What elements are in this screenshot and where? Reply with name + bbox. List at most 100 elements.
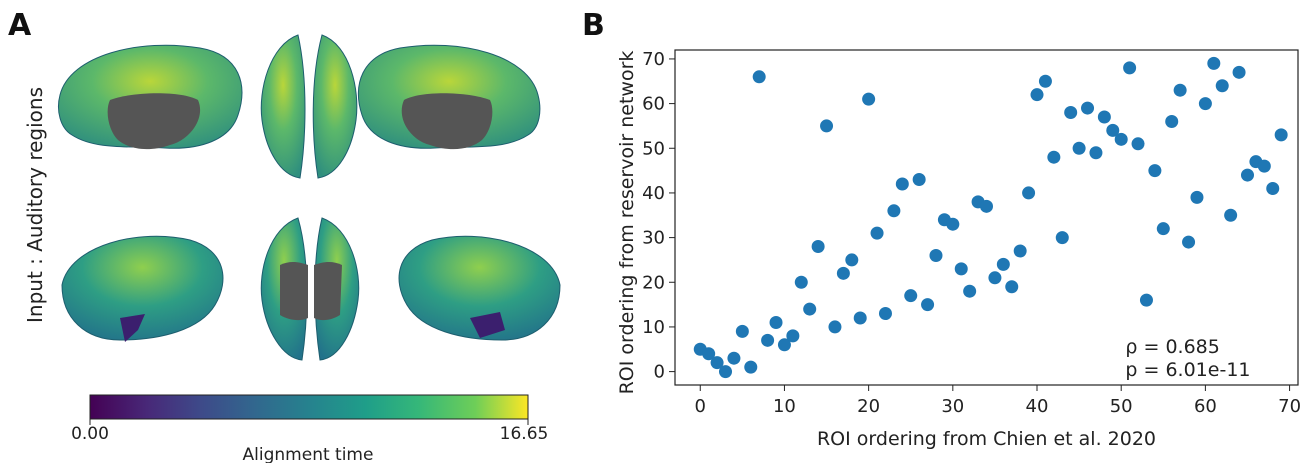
scatter-point [702, 347, 716, 361]
scatter-point [921, 298, 935, 312]
colorbar-max-label: 16.65 [500, 424, 549, 444]
scatter-point [1114, 132, 1128, 146]
scatter-point [1215, 79, 1229, 93]
y-tick-label: 30 [642, 228, 665, 249]
scatter-point [853, 311, 867, 325]
scatter-point [929, 248, 943, 262]
scatter-point [1156, 222, 1170, 236]
scatter-point [1005, 280, 1019, 294]
x-tick-label: 70 [1278, 396, 1301, 417]
scatter-point [878, 307, 892, 321]
colorbar: 0.00 16.65 Alignment time [71, 394, 549, 465]
y-tick-label: 50 [642, 138, 665, 159]
x-tick-label: 10 [773, 396, 796, 417]
annotation-p-value: p = 6.01e-11 [1125, 359, 1250, 381]
scatter-point [1030, 88, 1044, 102]
scatter-point [811, 240, 825, 254]
x-tick-label: 40 [1026, 396, 1049, 417]
scatter-point [1064, 106, 1078, 120]
scatter-point [1274, 128, 1288, 142]
plot-frame [674, 49, 1299, 386]
scatter-points [693, 56, 1288, 379]
scatter-point [820, 119, 834, 133]
scatter-point [862, 92, 876, 106]
y-tick-label: 40 [642, 183, 665, 204]
scatter-point [1173, 83, 1187, 97]
y-tick-label: 0 [654, 362, 665, 383]
scatter-point [1089, 146, 1103, 160]
scatter-point [777, 338, 791, 352]
scatter-point [1190, 190, 1204, 204]
brain-left-lateral-top [58, 44, 243, 150]
scatter-point [895, 177, 909, 191]
panel-a-letter: A [8, 8, 32, 43]
brain-dorsal-top [260, 34, 358, 179]
scatter-point [769, 315, 783, 329]
scatter-point [1139, 293, 1153, 307]
scatter-point [1047, 150, 1061, 164]
scatter-point [710, 356, 724, 370]
scatter-point [887, 204, 901, 218]
scatter-point [1165, 114, 1179, 128]
scatter-point [1081, 101, 1095, 115]
scatter-point [1106, 123, 1120, 137]
scatter-point [752, 70, 766, 84]
scatter-point [963, 284, 977, 298]
scatter-point [1207, 56, 1221, 70]
colorbar-gradient [89, 394, 529, 420]
x-axis-label: ROI ordering from Chien et al. 2020 [817, 428, 1156, 450]
scatter-point [1055, 231, 1069, 245]
scatter-point [719, 365, 733, 379]
scatter-point [828, 320, 842, 334]
scatter-point [1232, 65, 1246, 79]
scatter-point [735, 324, 749, 338]
scatter-point [1198, 97, 1212, 111]
scatter-point [744, 360, 758, 374]
scatter-point [870, 226, 884, 240]
brain-left-medial-bottom [61, 235, 224, 342]
x-tick-label: 0 [695, 396, 706, 417]
scatter-point [786, 329, 800, 343]
scatter-point [1072, 141, 1086, 155]
scatter-point [1123, 61, 1137, 75]
scatter-point [996, 257, 1010, 271]
scatter-point [1257, 159, 1271, 173]
colorbar-label: Alignment time [243, 445, 374, 463]
y-tick-label: 70 [642, 49, 665, 70]
annotation-rho: ρ = 0.685 [1125, 336, 1219, 358]
scatter-point [845, 253, 859, 267]
x-tick-label: 20 [857, 396, 880, 417]
scatter-point [1182, 235, 1196, 249]
x-tick-label: 50 [1110, 396, 1133, 417]
scatter-point [1266, 181, 1280, 195]
y-tick-label: 10 [642, 317, 665, 338]
x-axis: 0 10 20 30 40 50 60 70 [695, 385, 1301, 417]
brain-right-medial-bottom [398, 235, 561, 341]
y-axis: 0 10 20 30 40 50 60 70 [642, 49, 675, 383]
y-tick-label: 20 [642, 272, 665, 293]
scatter-point [1131, 137, 1145, 151]
scatter-point [988, 271, 1002, 285]
scatter-point [946, 217, 960, 231]
scatter-point [954, 262, 968, 276]
scatter-point [1240, 168, 1254, 182]
brain-right-lateral-top [357, 44, 541, 150]
scatter-point [794, 275, 808, 289]
scatter-point [1038, 74, 1052, 88]
scatter-point [1013, 244, 1027, 258]
scatter-point [803, 302, 817, 316]
scatter-point [836, 266, 850, 280]
x-tick-label: 30 [941, 396, 964, 417]
scatter-point [912, 173, 926, 187]
scatter-point [1224, 208, 1238, 222]
scatter-point [727, 351, 741, 365]
scatter-point [1097, 110, 1111, 124]
colorbar-min-label: 0.00 [71, 424, 109, 444]
row-label: Input : Auditory regions [23, 87, 47, 323]
x-tick-label: 60 [1194, 396, 1217, 417]
panel-a: A [0, 0, 600, 465]
scatter-point [761, 333, 775, 347]
scatter-point [1148, 164, 1162, 178]
panel-b: B 0 10 20 30 40 50 60 70 0 10 20 30 40 50 60 70 ROI or… [580, 0, 1310, 463]
scatter-point [980, 199, 993, 213]
